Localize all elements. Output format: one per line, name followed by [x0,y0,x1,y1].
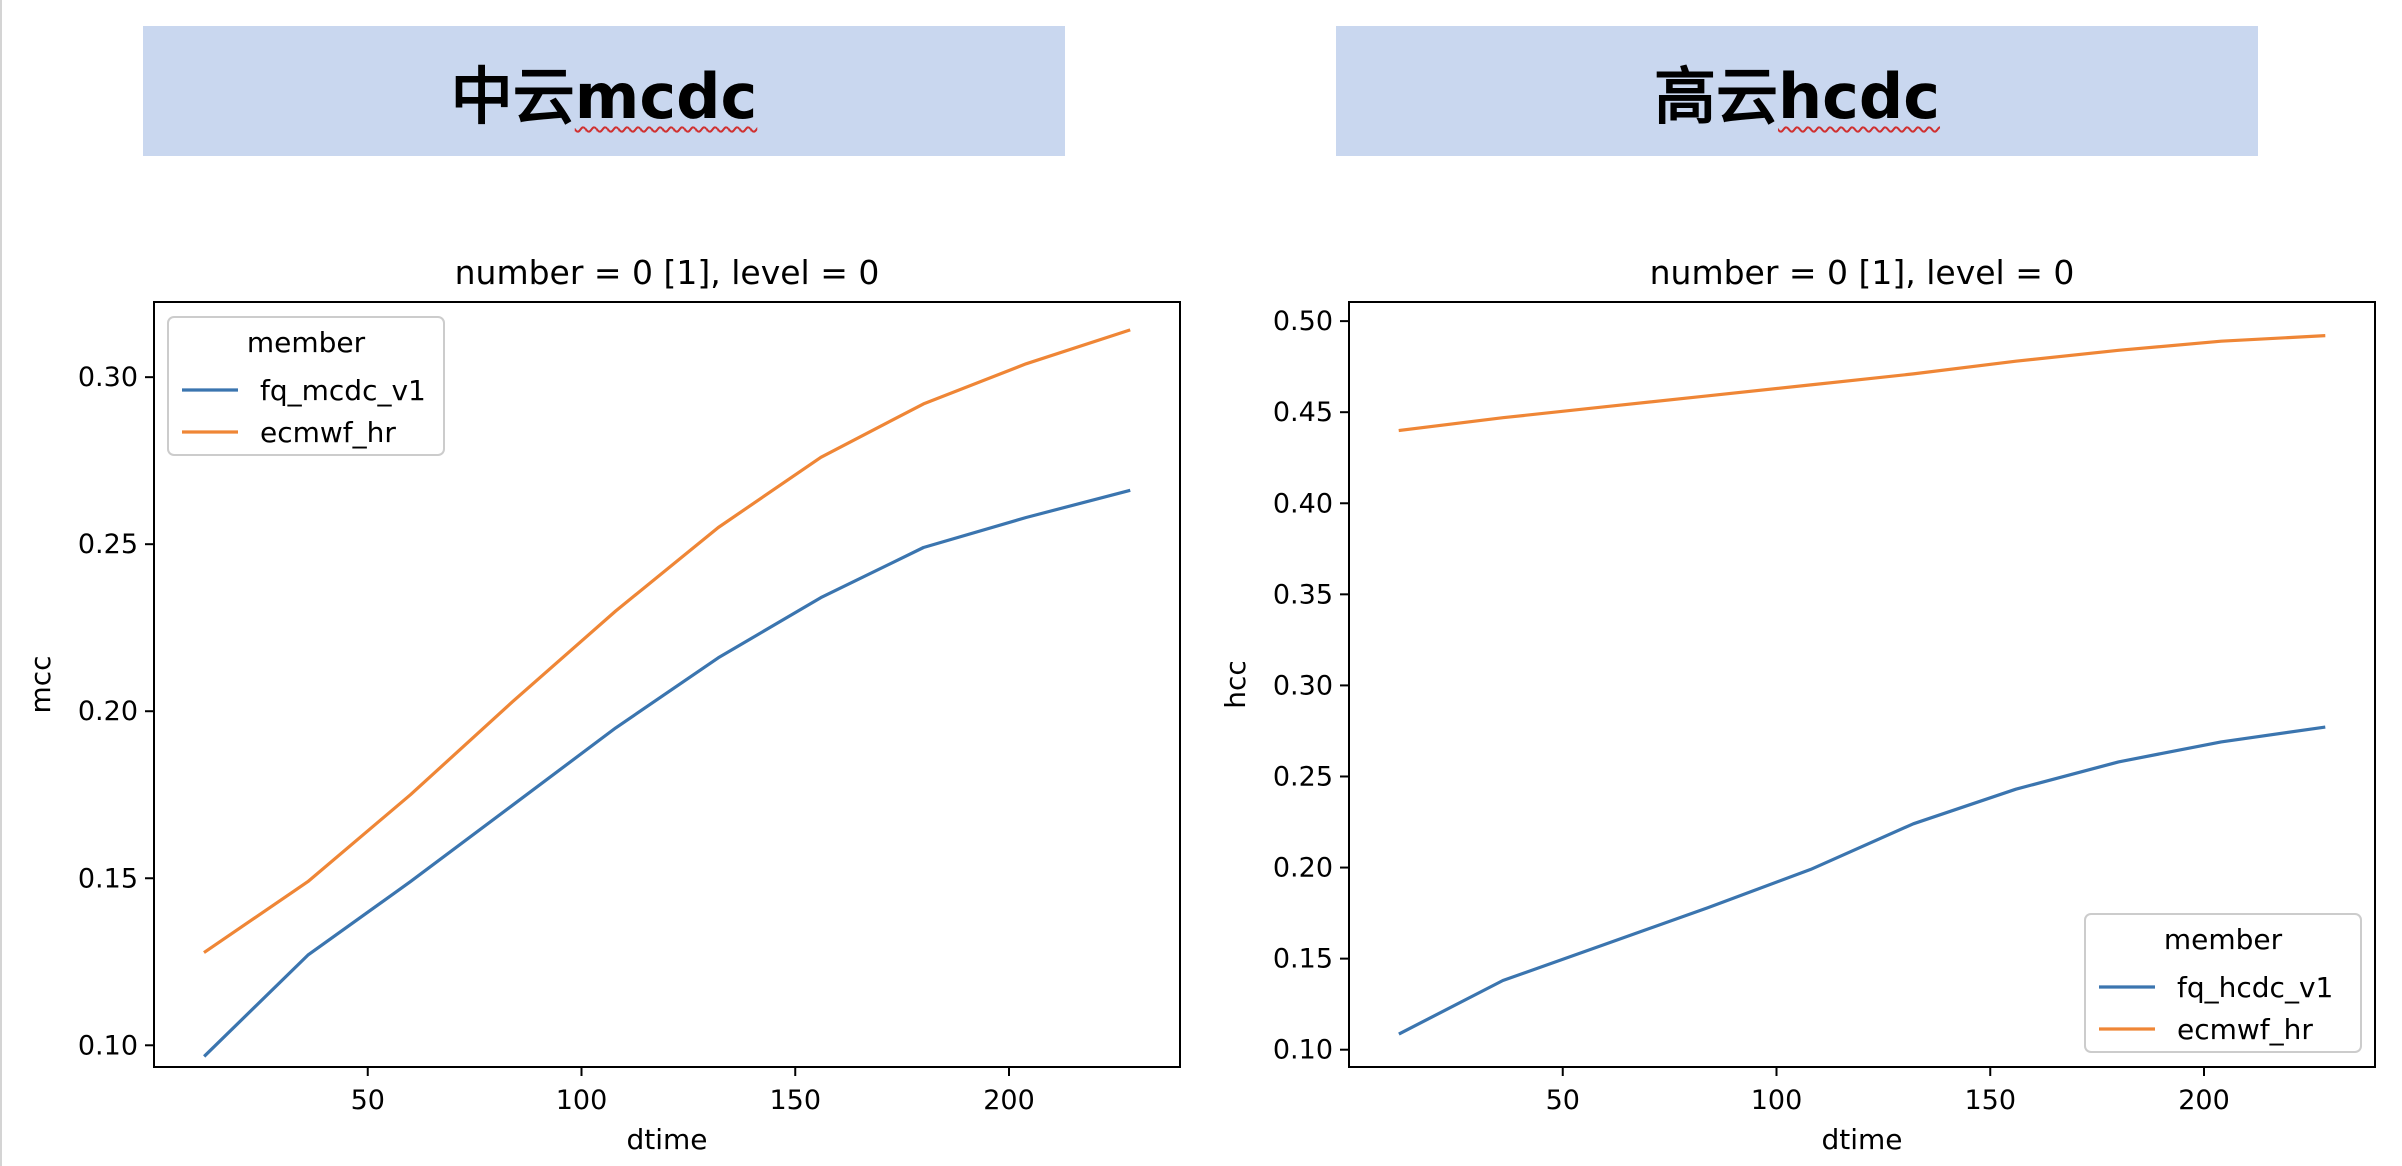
x-tick-label: 100 [1751,1085,1803,1116]
legend-label-ecmwf_hr: ecmwf_hr [260,416,396,449]
chart-title: number = 0 [1], level = 0 [1650,253,2075,292]
x-tick-label: 200 [983,1085,1035,1116]
y-tick-label: 0.45 [1273,397,1333,428]
y-tick-label: 0.25 [78,529,138,560]
x-tick-label: 150 [769,1085,821,1116]
series-line-ecmwf_hr [1398,334,2326,433]
banner-mcdc-text: 中云mcdc [451,46,758,136]
series-line-fq_mcdc_v1 [203,488,1131,1058]
y-tick-label: 0.10 [78,1030,138,1061]
x-tick-label: 50 [351,1085,385,1116]
chart-title: number = 0 [1], level = 0 [455,253,880,292]
legend: member fq_hcdc_v1 ecmwf_hr [2084,913,2362,1053]
series-line-fq_hcdc_v1 [1398,725,2326,1036]
legend-title: member [247,326,366,359]
series-line-ecmwf_hr [203,328,1131,954]
y-tick-label: 0.10 [1273,1035,1333,1066]
banner-mcdc: 中云mcdc [143,26,1065,156]
x-axis-label: dtime [626,1123,707,1156]
chart-mcc: number = 0 [1], level = 0 50 100 150 200 0.10… [24,253,1181,1156]
banner-hcdc-latin: hcdc [1777,60,1941,133]
y-tick-label: 0.30 [78,362,138,393]
banner-hcdc-text: 高云hcdc [1654,46,1940,136]
legend-box [167,316,445,456]
window-left-edge [0,0,2,1166]
legend: member fq_mcdc_v1 ecmwf_hr [167,316,445,456]
legend-title: member [2164,923,2283,956]
y-tick-label: 0.30 [1273,670,1333,701]
y-tick-label: 0.15 [1273,944,1333,975]
y-tick-label: 0.50 [1273,306,1333,337]
y-tick-label: 0.35 [1273,579,1333,610]
legend-label-ecmwf_hr: ecmwf_hr [2177,1013,2313,1046]
x-tick-label: 200 [2178,1085,2230,1116]
y-axis-label: hcc [1219,660,1252,709]
y-tick-label: 0.25 [1273,761,1333,792]
y-tick-label: 0.40 [1273,488,1333,519]
y-tick-label: 0.20 [78,696,138,727]
y-tick-label: 0.15 [78,863,138,894]
x-tick-label: 50 [1546,1085,1580,1116]
banner-hcdc: 高云hcdc [1336,26,2258,156]
x-tick-label: 150 [1964,1085,2016,1116]
x-axis-label: dtime [1821,1123,1902,1156]
banner-mcdc-latin: mcdc [574,60,758,133]
x-tick-label: 100 [556,1085,608,1116]
legend-label-fq_hcdc_v1: fq_hcdc_v1 [2177,971,2333,1004]
banner-hcdc-cn: 高云 [1653,60,1778,133]
plot-frame [153,301,1181,1068]
legend-label-fq_mcdc_v1: fq_mcdc_v1 [260,374,426,407]
chart-hcc: number = 0 [1], level = 0 50 100 150 200 0.10… [1219,253,2376,1156]
banner-mcdc-cn: 中云 [450,60,575,133]
y-tick-label: 0.20 [1273,853,1333,884]
legend-box [2084,913,2362,1053]
y-axis-label: mcc [24,655,57,713]
